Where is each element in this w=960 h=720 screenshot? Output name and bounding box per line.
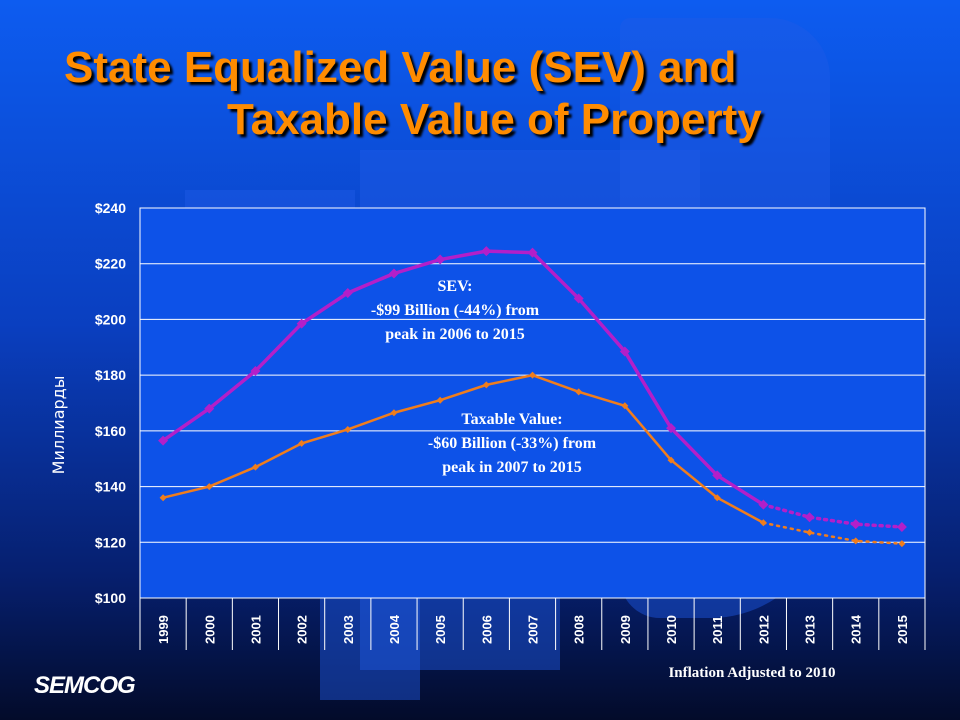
y-tick-label: $140 bbox=[95, 479, 126, 495]
sev-data-point bbox=[527, 247, 538, 258]
annotation-line: peak in 2007 to 2015 bbox=[442, 459, 582, 476]
x-tick-label: 2014 bbox=[849, 614, 864, 644]
taxable-data-point bbox=[852, 537, 860, 545]
taxable-data-point bbox=[205, 483, 213, 491]
sev-data-point bbox=[435, 254, 446, 265]
sev-data-point bbox=[666, 423, 677, 434]
sev-data-point bbox=[850, 519, 861, 530]
x-tick-label: 2012 bbox=[756, 615, 771, 644]
taxable-data-point bbox=[806, 529, 814, 537]
sev-data-point bbox=[481, 246, 492, 257]
plot-area bbox=[139, 207, 926, 599]
x-tick-label: 2005 bbox=[433, 615, 448, 644]
annotation-line: -$60 Billion (-33%) from bbox=[428, 435, 597, 452]
x-tick-label: 2013 bbox=[803, 615, 818, 644]
sev-data-point bbox=[158, 435, 169, 446]
y-tick-label: $180 bbox=[95, 367, 126, 383]
x-tick-label: 2009 bbox=[618, 615, 633, 644]
taxable-data-point bbox=[575, 388, 583, 396]
x-tick-label: 2011 bbox=[710, 616, 725, 644]
taxable-data-point bbox=[436, 396, 444, 404]
sev-data-point bbox=[250, 365, 261, 376]
y-tick-label: $200 bbox=[95, 311, 126, 327]
x-tick-label: 2006 bbox=[479, 615, 494, 644]
sev-series-projection-line bbox=[761, 502, 904, 529]
annotation-line: peak in 2006 to 2015 bbox=[385, 326, 525, 343]
taxable-data-point bbox=[298, 439, 306, 447]
x-tick-label: 2002 bbox=[295, 615, 310, 644]
taxable-annotation: Taxable Value: -$60 Billion (-33%) from pe… bbox=[428, 411, 597, 476]
taxable-data-point bbox=[344, 425, 352, 433]
annotation-line: Taxable Value: bbox=[461, 411, 562, 428]
semcog-logo: SEMCOG bbox=[34, 672, 136, 699]
taxable-series-projection-line bbox=[762, 521, 904, 545]
sev-data-point bbox=[804, 512, 815, 523]
y-tick-label: $120 bbox=[95, 534, 126, 550]
sev-annotation: SEV: -$99 Billion (-44%) from peak in 2006… bbox=[371, 278, 540, 343]
y-tick-label: $100 bbox=[95, 590, 126, 606]
x-tick-label: 2010 bbox=[664, 615, 679, 644]
sev-data-point bbox=[619, 346, 630, 357]
taxable-data-point bbox=[390, 409, 398, 417]
taxable-data-point bbox=[667, 456, 675, 464]
sev-data-point bbox=[342, 287, 353, 298]
x-tick-label: 2008 bbox=[572, 615, 587, 644]
y-tick-label: $240 bbox=[95, 200, 126, 216]
slide-title-line-1: State Equalized Value (SEV) and bbox=[64, 43, 737, 92]
x-tick-label: 2003 bbox=[341, 615, 356, 644]
x-tick-label: 2015 bbox=[895, 615, 910, 644]
taxable-data-point bbox=[621, 402, 629, 410]
sev-data-point bbox=[296, 318, 307, 329]
annotation-line: SEV: bbox=[438, 278, 473, 295]
slide-title-line-2: Taxable Value of Property bbox=[227, 95, 762, 144]
taxable-data-point bbox=[898, 540, 906, 548]
x-tick-label: 1999 bbox=[156, 615, 171, 644]
sev-series-line bbox=[162, 249, 765, 507]
taxable-data-point bbox=[251, 463, 259, 471]
taxable-data-point bbox=[529, 371, 536, 379]
taxable-data-point bbox=[159, 494, 167, 502]
y-axis-label: Миллиарды bbox=[49, 376, 68, 475]
y-tick-label: $220 bbox=[95, 256, 126, 272]
x-tick-label: 2007 bbox=[526, 615, 541, 644]
sev-data-point bbox=[204, 403, 215, 414]
sev-data-point bbox=[758, 499, 769, 510]
taxable-data-point bbox=[713, 494, 721, 502]
taxable-data-point bbox=[482, 381, 490, 389]
sev-data-point bbox=[388, 268, 399, 279]
sev-data-point bbox=[896, 521, 907, 532]
taxable-data-point bbox=[759, 519, 767, 527]
taxable-series-line bbox=[162, 373, 764, 524]
x-tick-label: 2004 bbox=[387, 614, 402, 644]
y-tick-label: $160 bbox=[95, 423, 126, 439]
x-tick-label: 2000 bbox=[202, 615, 217, 644]
x-axis-label: Inflation Adjusted to 2010 bbox=[668, 665, 835, 681]
sev-data-point bbox=[573, 293, 584, 304]
x-tick-label: 2001 bbox=[248, 615, 263, 644]
sev-data-point bbox=[712, 470, 723, 481]
annotation-line: -$99 Billion (-44%) from bbox=[371, 302, 540, 319]
